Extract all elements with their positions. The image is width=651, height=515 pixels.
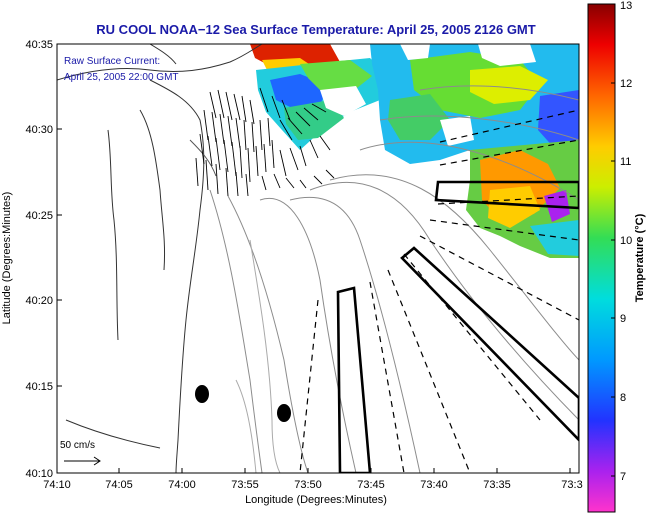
x-tick-label: 74:05 xyxy=(105,479,133,491)
x-axis-label: Longitude (Degrees:Minutes) xyxy=(245,494,387,506)
colorbar-tick-label: 9 xyxy=(620,313,626,325)
sst-patch-southeast-yellow xyxy=(488,186,540,228)
sst-patch-green-1 xyxy=(300,60,372,92)
sst-field xyxy=(250,44,579,258)
colorbar-label: Temperature (°C) xyxy=(634,213,646,302)
x-tick-label: 73:35 xyxy=(483,479,511,491)
scale-label: 50 cm/s xyxy=(60,440,95,451)
colorbar-tick-label: 10 xyxy=(620,235,632,247)
sst-patch-southeast-teal xyxy=(530,220,579,256)
cloud-mask-2 xyxy=(478,44,536,66)
coastline xyxy=(57,44,263,473)
annotation-line-2: April 25, 2005 22:00 GMT xyxy=(64,72,179,83)
y-axis-label: Latitude (Degrees:Minutes) xyxy=(1,192,13,325)
y-tick-label: 40:35 xyxy=(25,39,53,51)
cloud-mask-3 xyxy=(440,116,474,146)
x-tick-label: 73:55 xyxy=(231,479,259,491)
current-vectors xyxy=(195,87,335,197)
y-tick-label: 40:20 xyxy=(25,295,53,307)
x-tick-label: 73:50 xyxy=(294,479,322,491)
colorbar-tick-label: 12 xyxy=(620,78,632,90)
mooring-dot-west xyxy=(195,385,209,403)
y-tick-label: 40:10 xyxy=(25,468,53,480)
channel-southeast xyxy=(400,246,579,442)
colorbar-tick-label: 8 xyxy=(620,392,626,404)
plot-frame xyxy=(56,43,580,474)
annotation-line-1: Raw Surface Current: xyxy=(64,56,160,67)
x-tick-label: 73:45 xyxy=(357,479,385,491)
x-tick-label: 73:3 xyxy=(561,479,582,491)
sst-patch-east-blue xyxy=(538,90,579,150)
x-axis: 74:10 74:05 74:00 73:55 73:50 73:45 73:4… xyxy=(43,468,583,506)
channel-outlines xyxy=(336,180,579,473)
y-tick-label: 40:15 xyxy=(25,381,53,393)
x-tick-label: 74:00 xyxy=(168,479,196,491)
colorbar-tick-label: 11 xyxy=(620,156,631,168)
mooring-dot-east xyxy=(277,404,291,422)
y-tick-label: 40:25 xyxy=(25,210,53,222)
figure-title: RU COOL NOAA−12 Sea Surface Temperature:… xyxy=(96,22,535,37)
y-axis: 40:35 40:30 40:25 40:20 40:15 40:10 Lati… xyxy=(1,39,62,480)
colorbar-tick-label: 13 xyxy=(620,0,632,12)
channel-east xyxy=(434,180,579,210)
bathymetry-contours xyxy=(209,85,579,473)
sst-patch-east-yellow xyxy=(470,66,548,104)
colorbar: 13 12 11 10 9 8 7 Temperature (°C) xyxy=(587,0,646,513)
channel-south xyxy=(336,286,372,473)
scale-arrow xyxy=(64,456,101,466)
cloud-mask-1 xyxy=(320,86,366,116)
colorbar-tick-label: 7 xyxy=(620,471,626,483)
colorbar-gradient xyxy=(587,3,616,513)
y-tick-label: 40:30 xyxy=(25,124,53,136)
x-tick-label: 74:10 xyxy=(43,479,71,491)
x-tick-label: 73:40 xyxy=(420,479,448,491)
sst-patch-east-green-2 xyxy=(388,94,450,140)
cloud-mask-4 xyxy=(400,44,430,60)
